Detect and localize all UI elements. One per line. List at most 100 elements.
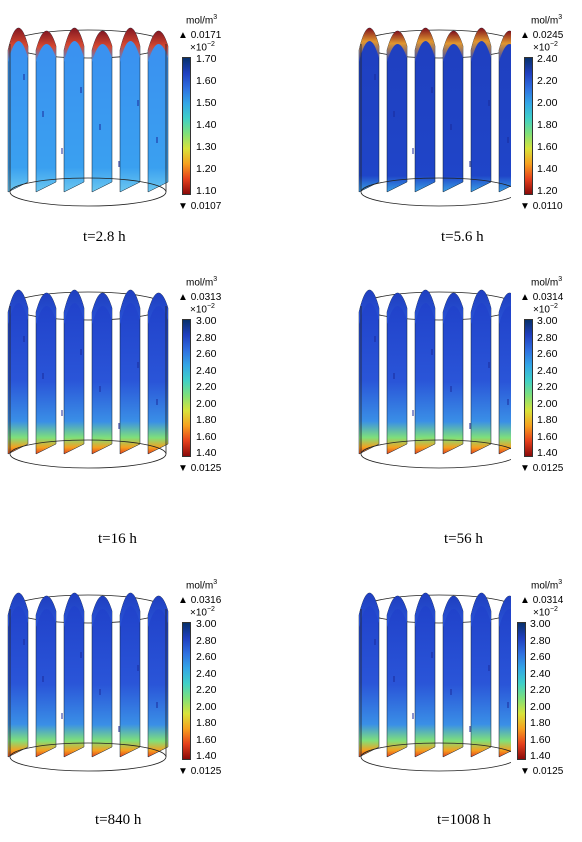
colorbar-tick: 1.60 xyxy=(537,141,558,153)
colorbar-tick: 2.80 xyxy=(196,634,217,647)
colorbar-tick: 1.60 xyxy=(530,733,551,746)
colorbar-tick: 1.60 xyxy=(537,430,558,443)
baffle-plate xyxy=(470,27,492,193)
time-caption: t=16 h xyxy=(98,531,137,547)
time-caption: t=2.8 h xyxy=(83,229,126,245)
time-caption: t=56 h xyxy=(444,531,483,547)
colorbar-tick: 3.00 xyxy=(196,618,217,630)
min-value: ▼ 0.0125 xyxy=(520,463,564,474)
colorbar-tick: 1.40 xyxy=(537,447,558,459)
baffle-plate xyxy=(35,30,57,193)
colorbar xyxy=(182,57,191,195)
baffle-plate xyxy=(119,27,141,193)
baffle-top xyxy=(443,292,463,324)
baffle-plate xyxy=(35,292,57,455)
colorbar-tick: 2.40 xyxy=(530,667,551,680)
unit-label: mol/m3 xyxy=(186,579,218,592)
colorbar-tick: 3.00 xyxy=(537,315,558,327)
colorbar-tick: 1.70 xyxy=(196,53,217,65)
baffle-top xyxy=(499,293,511,324)
colorbar-tick: 2.20 xyxy=(196,684,217,696)
baffle-top xyxy=(8,289,28,324)
cylinder-top-rim xyxy=(9,291,167,321)
cylinder-bottom-rim xyxy=(9,742,167,772)
cylinder-top-rim xyxy=(9,594,167,624)
colorbar-tick: 2.60 xyxy=(196,651,217,663)
colorbar-tick: 2.80 xyxy=(530,634,551,647)
colorbar-tick: 2.00 xyxy=(537,397,558,410)
colorbar-tick: 2.20 xyxy=(537,381,558,393)
colorbar-tick: 2.80 xyxy=(196,331,217,344)
colorbar xyxy=(524,57,533,195)
baffle-top xyxy=(387,595,407,627)
max-value: ▲ 0.0316 xyxy=(178,595,222,606)
baffle-plate xyxy=(470,592,492,758)
baffle-top xyxy=(148,30,168,62)
colorbar-tick: 3.00 xyxy=(530,618,551,630)
cylinder-plot xyxy=(358,289,511,469)
baffle-plate xyxy=(358,592,380,758)
colorbar-tick: 2.40 xyxy=(537,53,558,65)
baffle-plate xyxy=(442,292,464,455)
colorbar-tick: 1.80 xyxy=(196,717,217,729)
baffle-top xyxy=(148,595,168,627)
cylinder-bottom-rim xyxy=(9,439,167,469)
baffle-plate xyxy=(147,595,169,758)
baffle-plate xyxy=(119,592,141,758)
scale-label: ×10−2 xyxy=(533,606,558,619)
time-caption: t=5.6 h xyxy=(441,229,484,245)
baffle-top xyxy=(359,27,379,62)
baffle-plate xyxy=(414,289,436,455)
colorbar-tick: 1.20 xyxy=(196,163,217,175)
max-value: ▲ 0.0314 xyxy=(520,595,564,606)
colorbar-tick: 1.80 xyxy=(537,414,558,426)
baffle-plate xyxy=(7,289,29,455)
baffle-top xyxy=(36,30,56,62)
panel-t840h: mol/m3 ▲ 0.0316 ×10−2 3.00 2.80 2.60 2.40 2.… xyxy=(0,565,291,842)
min-value: ▼ 0.0125 xyxy=(520,766,564,777)
baffle-top xyxy=(387,30,407,62)
cylinder-plot xyxy=(358,592,511,772)
unit-label: mol/m3 xyxy=(531,579,563,592)
baffle-top xyxy=(64,27,84,62)
colorbar-tick: 1.80 xyxy=(530,717,551,729)
unit-label: mol/m3 xyxy=(186,276,218,289)
scale-label: ×10−2 xyxy=(533,41,558,54)
baffle-top xyxy=(92,30,112,62)
baffle-plate xyxy=(386,30,408,193)
baffle-top xyxy=(36,292,56,324)
panel-t56h: mol/m3 ▲ 0.0314 ×10−2 3.00 2.80 2.60 2.40 2.… xyxy=(291,262,582,547)
baffle-top xyxy=(120,289,140,324)
max-value: ▲ 0.0314 xyxy=(520,292,564,303)
time-caption: t=840 h xyxy=(95,812,142,828)
baffle-top xyxy=(443,30,463,62)
colorbar-tick: 1.80 xyxy=(196,414,217,426)
colorbar-tick: 1.30 xyxy=(196,141,217,153)
colorbar xyxy=(182,319,191,457)
colorbar-tick: 2.00 xyxy=(196,700,217,713)
colorbar-tick: 2.00 xyxy=(196,397,217,410)
cylinder-plot xyxy=(7,592,169,772)
min-value: ▼ 0.0110 xyxy=(520,201,563,212)
baffle-top xyxy=(36,595,56,627)
max-value: ▲ 0.0313 xyxy=(178,292,222,303)
scale-label: ×10−2 xyxy=(190,303,215,316)
baffle-plate xyxy=(91,595,113,758)
colorbar-tick: 1.40 xyxy=(537,163,558,175)
baffle-top xyxy=(120,592,140,627)
colorbar-tick: 2.60 xyxy=(537,348,558,360)
colorbar-tick: 1.40 xyxy=(196,119,217,131)
baffle-plate xyxy=(147,30,169,193)
colorbar-tick: 1.10 xyxy=(196,185,217,197)
panel-t1008h: mol/m3 ▲ 0.0314 ×10−2 3.00 2.80 2.60 2.40 2.… xyxy=(291,565,582,842)
baffle-plate xyxy=(358,27,380,193)
min-value: ▼ 0.0125 xyxy=(178,766,222,777)
baffle-top xyxy=(471,592,491,627)
baffle-plate xyxy=(386,595,408,758)
baffle-plate xyxy=(386,292,408,455)
cylinder-bottom-rim xyxy=(9,177,167,207)
baffle-top xyxy=(471,289,491,324)
colorbar-tick: 2.00 xyxy=(530,700,551,713)
cylinder-bottom-rim xyxy=(360,177,511,207)
colorbar-tick: 2.40 xyxy=(537,364,558,377)
